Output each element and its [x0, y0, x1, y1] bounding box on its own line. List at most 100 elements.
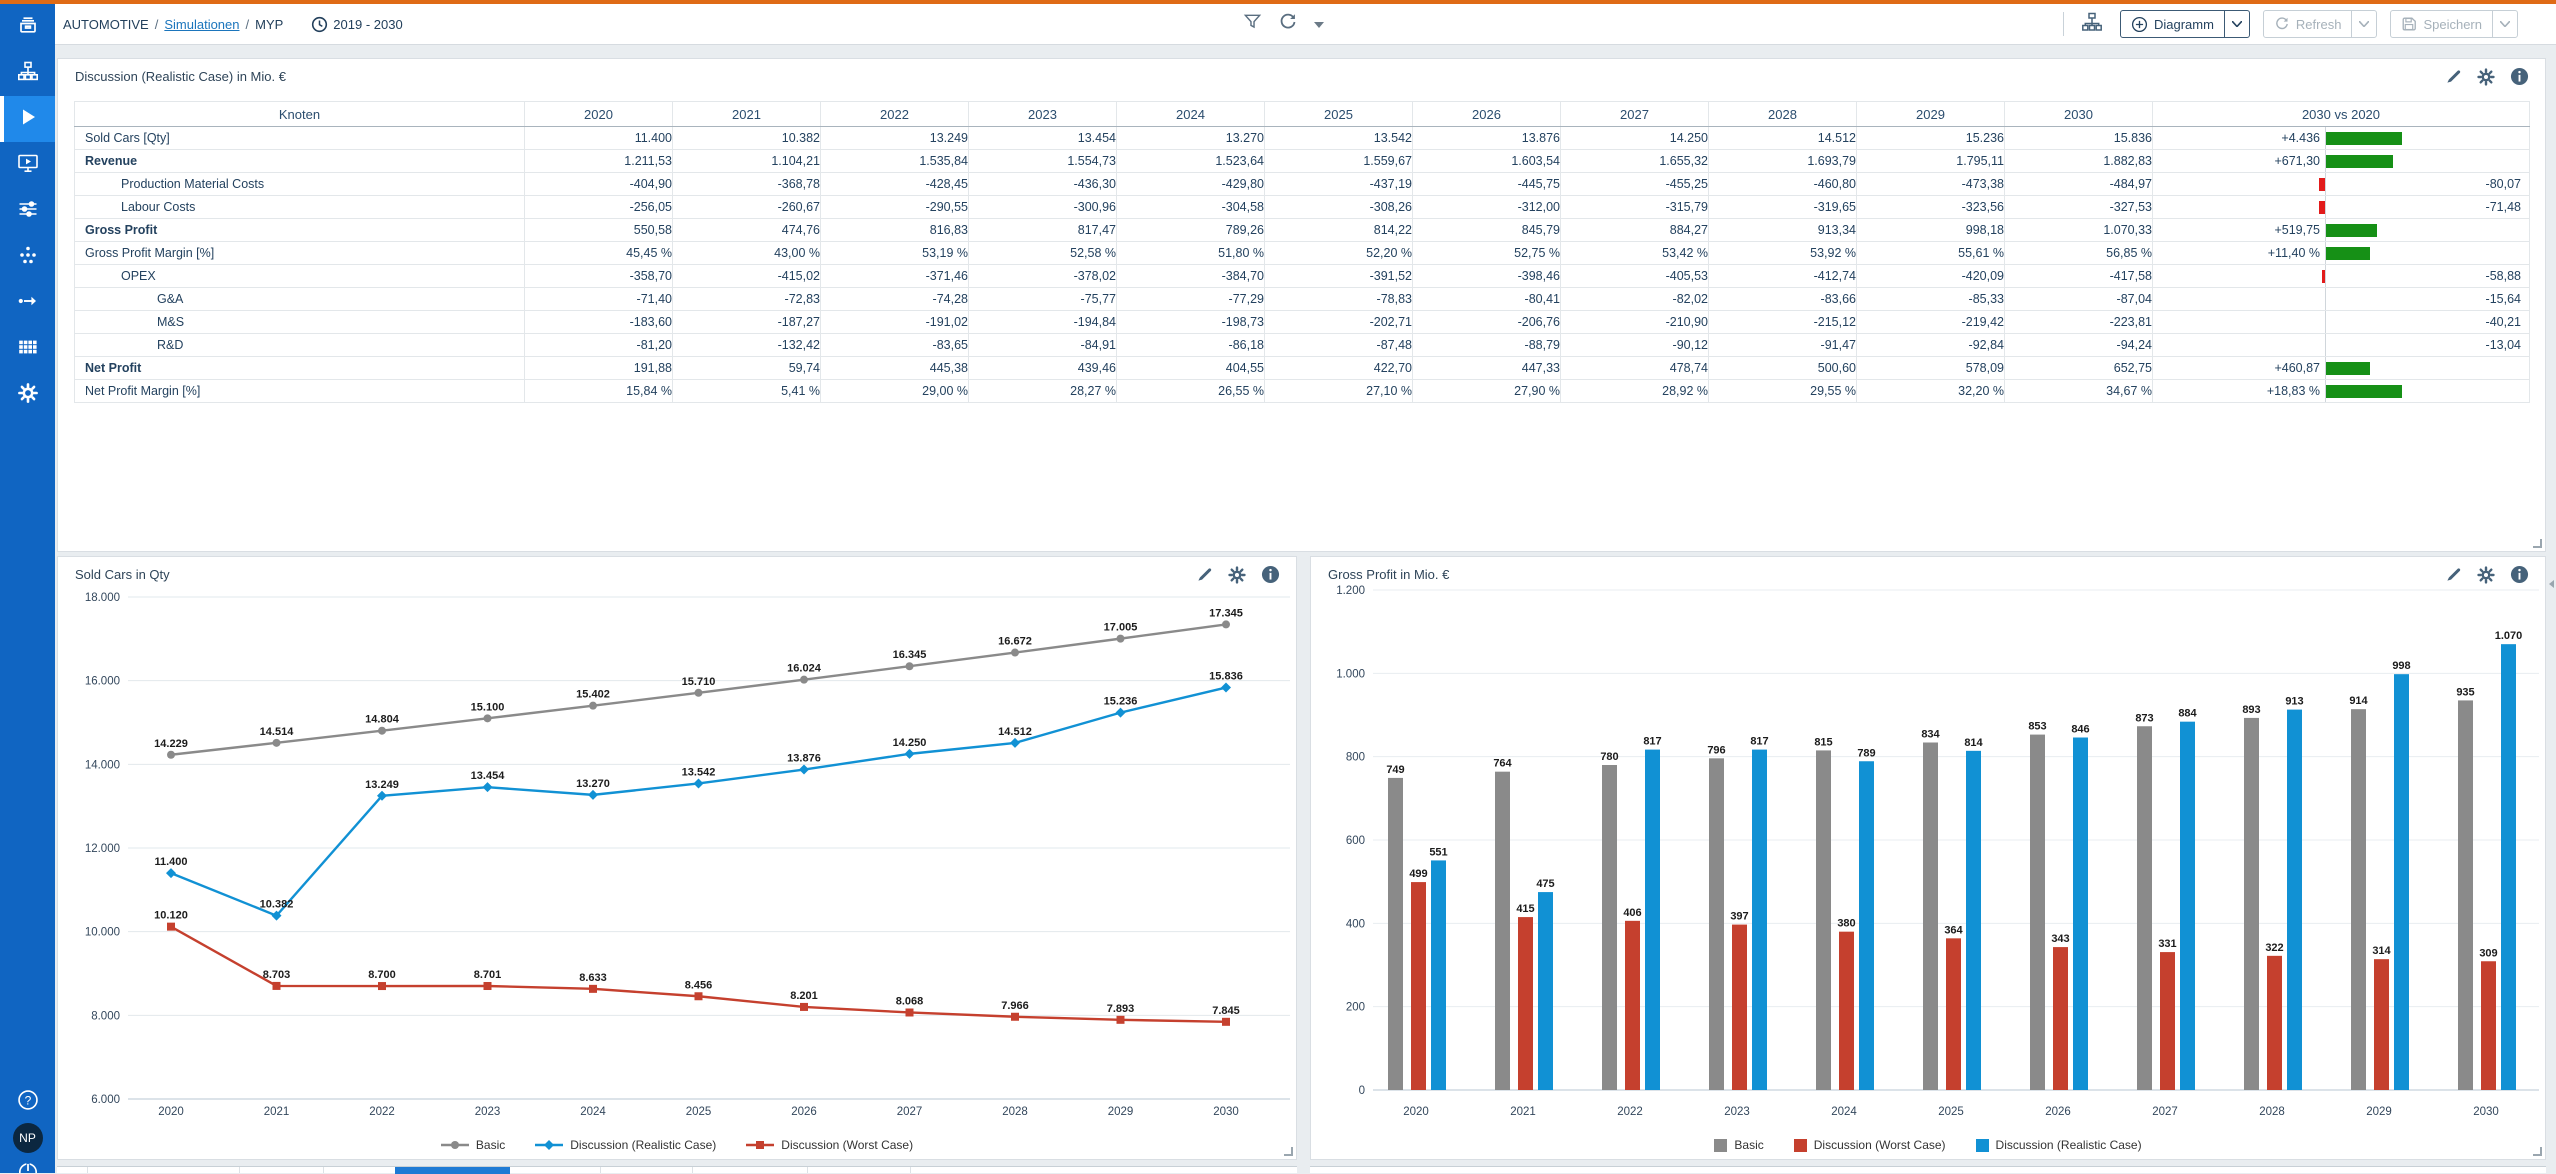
legend-item[interactable]: Discussion (Worst Case) [746, 1138, 913, 1152]
breadcrumb-root[interactable]: AUTOMOTIVE [63, 16, 149, 32]
info-icon[interactable] [2510, 67, 2529, 86]
gear-icon[interactable] [2477, 67, 2495, 86]
sidebar-item-models[interactable] [0, 50, 55, 96]
svg-text:364: 364 [1944, 924, 1963, 936]
column-header[interactable]: 2027 [1560, 101, 1709, 127]
legend-item[interactable]: Discussion (Realistic Case) [1975, 1138, 2142, 1152]
table-row[interactable]: Labour Costs -256,05 -260,67 -290,55 -300,96… [74, 195, 2530, 219]
column-header[interactable]: 2021 [672, 101, 821, 127]
refresh-button[interactable]: Refresh [2262, 10, 2378, 38]
column-header[interactable]: 2028 [1708, 101, 1857, 127]
column-header[interactable]: 2030 vs 2020 [2152, 101, 2530, 127]
value-cell: -92,84 [1856, 333, 2005, 357]
diagramm-button[interactable]: Diagramm [2119, 10, 2250, 38]
sidebar-item-drivers[interactable] [0, 234, 55, 280]
svg-text:1.200: 1.200 [1336, 585, 1365, 597]
value-cell: -484,97 [2004, 172, 2153, 196]
legend-item[interactable]: Basic [1714, 1138, 1764, 1152]
topbar: AUTOMOTIVE / Simulationen / MYP 2019 - 2… [55, 4, 2556, 45]
value-cell: 998,18 [1856, 218, 2005, 242]
collapse-arrow-icon[interactable] [2549, 580, 2554, 588]
delta-bar-positive [2326, 224, 2377, 237]
sidebar-item-settings[interactable] [0, 372, 55, 418]
edit-icon[interactable] [2445, 566, 2462, 583]
help-button[interactable]: ? [16, 1088, 40, 1117]
value-cell: -371,46 [820, 264, 969, 288]
table-row[interactable]: G&A -71,40 -72,83 -74,28 -75,77 -77,29 -78,83-… [74, 287, 2530, 311]
save-dropdown[interactable] [2492, 11, 2517, 37]
row-label: OPEX [74, 264, 525, 288]
value-cell: -88,79 [1412, 333, 1561, 357]
resize-handle[interactable] [2533, 539, 2542, 548]
gear-icon[interactable] [2477, 565, 2495, 584]
refresh-dropdown[interactable] [2351, 11, 2376, 37]
svg-text:2021: 2021 [264, 1106, 290, 1118]
svg-text:400: 400 [1346, 918, 1365, 930]
table-row[interactable]: Revenue 1.211,53 1.104,21 1.535,84 1.554,73 1… [74, 149, 2530, 173]
column-header[interactable]: 2026 [1412, 101, 1561, 127]
svg-text:1.000: 1.000 [1336, 668, 1365, 680]
column-header[interactable]: 2029 [1856, 101, 2005, 127]
info-icon[interactable] [2510, 565, 2529, 584]
column-header-knoten[interactable]: Knoten [74, 101, 525, 127]
sidebar-item-archive[interactable] [0, 4, 55, 50]
table-row[interactable]: Gross Profit 550,58 474,76 816,83 817,47 789,… [74, 218, 2530, 242]
clipped-widget-strip [1310, 1166, 2546, 1173]
gear-icon[interactable] [1228, 565, 1246, 584]
legend-item[interactable]: Discussion (Worst Case) [1793, 1138, 1946, 1152]
legend-item[interactable]: Discussion (Realistic Case) [535, 1138, 716, 1152]
delta-cell: +4.436 [2152, 126, 2530, 150]
hierarchy-icon[interactable] [2081, 11, 2103, 38]
filter-icon[interactable] [1243, 12, 1262, 36]
value-cell: -323,56 [1856, 195, 2005, 219]
edit-icon[interactable] [2445, 68, 2462, 85]
series-basic: 14.229 14.514 14.804 15.100 15.402 15.710 16.0… [154, 607, 1243, 759]
column-header[interactable]: 2025 [1264, 101, 1413, 127]
sidebar-item-assumptions[interactable] [0, 188, 55, 234]
value-cell: -398,46 [1412, 264, 1561, 288]
column-header[interactable]: 2023 [968, 101, 1117, 127]
logout-button[interactable] [16, 1159, 40, 1173]
table-row[interactable]: Net Profit Margin [%] 15,84 % 5,41 % 29,00 … [74, 379, 2530, 403]
table-row[interactable]: OPEX -358,70 -415,02 -371,46 -378,02 -384,70-… [74, 264, 2530, 288]
sidebar-item-presentations[interactable] [0, 142, 55, 188]
info-icon[interactable] [1261, 565, 1280, 584]
value-cell: 789,26 [1116, 218, 1265, 242]
table-row[interactable]: Gross Profit Margin [%] 45,45 % 43,00 % 53,… [74, 241, 2530, 265]
scroll-thumb[interactable] [395, 1167, 510, 1174]
column-header[interactable]: 2020 [524, 101, 673, 127]
value-cell: 5,41 % [672, 379, 821, 403]
resize-handle[interactable] [1284, 1147, 1293, 1156]
sidebar-item-data-tables[interactable] [0, 326, 55, 372]
avatar[interactable]: NP [12, 1123, 43, 1153]
table-row[interactable]: Production Material Costs -404,90 -368,78-… [74, 172, 2530, 196]
svg-text:2020: 2020 [1403, 1106, 1429, 1118]
sidebar-item-simulations[interactable] [0, 96, 55, 142]
value-cell: -445,75 [1412, 172, 1561, 196]
svg-text:2024: 2024 [580, 1106, 606, 1118]
table-row[interactable]: R&D -81,20 -132,42 -83,65 -84,91 -86,18 -87,48… [74, 333, 2530, 357]
table-row[interactable]: Sold Cars [Qty] 11.400 10.382 13.249 13.454 1… [74, 126, 2530, 150]
value-cell: 52,58 % [968, 241, 1117, 265]
resize-handle[interactable] [2533, 1147, 2542, 1156]
column-header[interactable]: 2024 [1116, 101, 1265, 127]
diagramm-dropdown[interactable] [2223, 11, 2249, 37]
legend-item[interactable]: Basic [440, 1138, 505, 1152]
breadcrumb-link-simulationen[interactable]: Simulationen [164, 16, 240, 32]
chevron-down-icon[interactable] [1314, 15, 1324, 33]
delta-bar-negative [2319, 178, 2325, 191]
table-row[interactable]: M&S -183,60 -187,27 -191,02 -194,84 -198,73 -2… [74, 310, 2530, 334]
help-icon: ? [24, 1093, 31, 1107]
save-button[interactable]: Speichern [2390, 10, 2518, 38]
value-cell: -384,70 [1116, 264, 1265, 288]
edit-icon[interactable] [1196, 566, 1213, 583]
sidebar-item-transitions[interactable] [0, 280, 55, 326]
table-row[interactable]: Net Profit 191,88 59,74 445,38 439,46 404,55 4… [74, 356, 2530, 380]
value-cell: 1.211,53 [524, 149, 673, 173]
column-header[interactable]: 2022 [820, 101, 969, 127]
column-header[interactable]: 2030 [2004, 101, 2153, 127]
value-cell: -191,02 [820, 310, 969, 334]
value-cell: -412,74 [1708, 264, 1857, 288]
refresh-icon[interactable] [1278, 12, 1298, 37]
value-cell: 26,55 % [1116, 379, 1265, 403]
